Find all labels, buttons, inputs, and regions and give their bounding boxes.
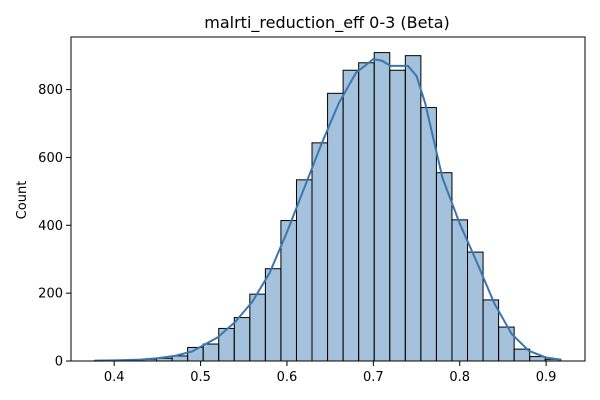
histogram-bar xyxy=(311,142,329,362)
axes: 0.4 0.5 0.6 0.7 0.8 0.9 0 200 400 600 800 xyxy=(38,36,586,385)
histogram-bar xyxy=(482,299,500,362)
histogram-bar xyxy=(327,92,344,362)
y-tick-label: 800 xyxy=(38,83,63,98)
x-tick-label: 0.9 xyxy=(536,370,557,385)
x-tick-label: 0.8 xyxy=(449,370,470,385)
histogram-bar xyxy=(451,219,469,362)
histogram-bar xyxy=(404,55,422,362)
histogram-bar xyxy=(435,172,453,362)
histogram-bar xyxy=(295,179,313,362)
chart-title: malrti_reduction_eff 0-3 (Beta) xyxy=(204,13,450,33)
histogram-bar xyxy=(389,69,406,362)
histogram-bar xyxy=(233,317,251,362)
histogram-bar xyxy=(249,293,266,362)
kde-curve xyxy=(94,57,561,362)
histogram-bar xyxy=(358,62,375,362)
x-tick-label: 0.5 xyxy=(190,370,211,385)
histogram-bar xyxy=(513,348,531,362)
y-axis-label: Count xyxy=(15,181,30,220)
histogram-bar xyxy=(498,326,515,362)
y-tick-label: 400 xyxy=(38,219,63,234)
plot-frame xyxy=(70,36,586,362)
y-tick-label: 600 xyxy=(38,151,63,166)
histogram-bar xyxy=(342,69,360,362)
y-tick-label: 0 xyxy=(55,355,63,370)
histogram-bar xyxy=(467,251,484,362)
y-tick-label: 200 xyxy=(38,287,63,302)
histogram-bar xyxy=(264,268,282,362)
histogram-bars xyxy=(93,52,562,362)
histogram-bar xyxy=(373,52,391,362)
x-tick-label: 0.6 xyxy=(277,370,298,385)
x-tick-label: 0.4 xyxy=(104,370,125,385)
x-tick-label: 0.7 xyxy=(363,370,384,385)
histogram-bar xyxy=(202,343,220,362)
